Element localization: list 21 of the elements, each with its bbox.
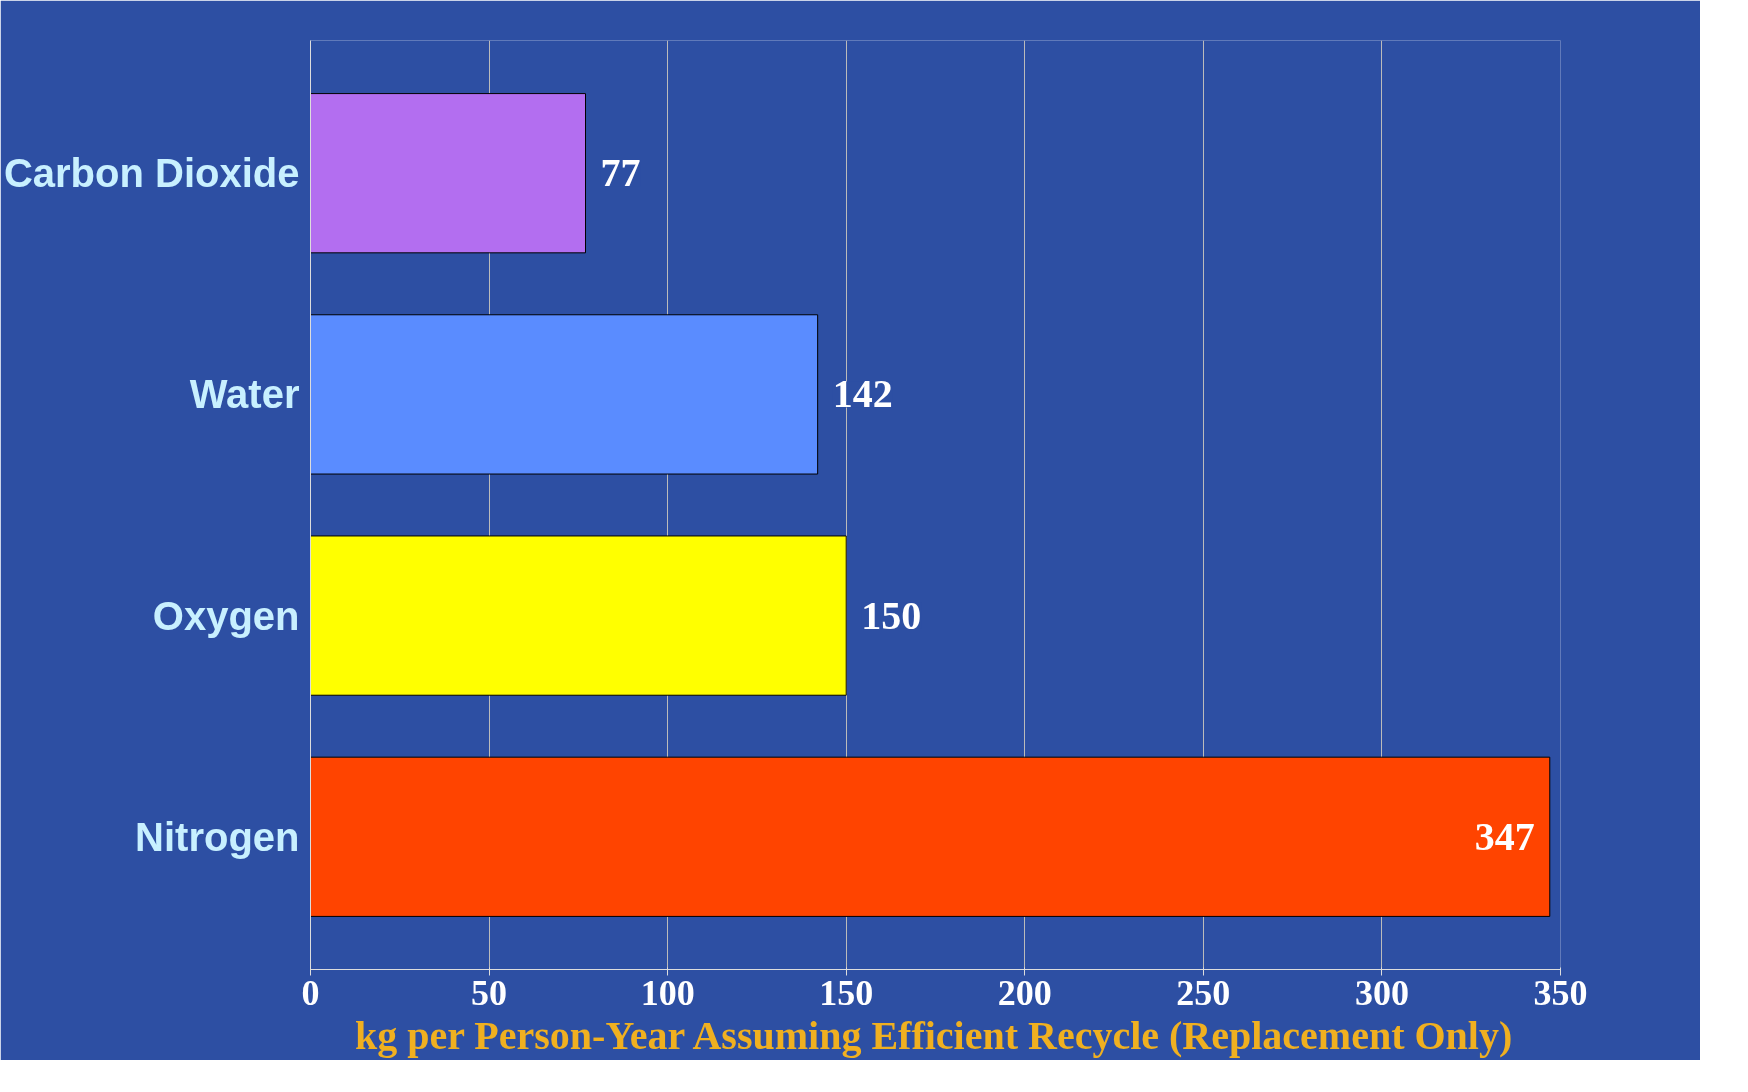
x-axis-title: kg per Person-Year Assuming Efficient Recycle (Replacement Only) <box>355 1012 1513 1058</box>
bar <box>310 756 1551 917</box>
x-tick-label: 0 <box>301 972 320 1013</box>
x-tick-label: 200 <box>997 972 1052 1013</box>
y-tick-label: Oxygen <box>152 593 300 638</box>
x-tick-label: 350 <box>1533 972 1588 1013</box>
x-tick-label: 50 <box>471 972 508 1013</box>
y-tick-label: Nitrogen <box>135 814 300 859</box>
data-label: 150 <box>861 592 922 638</box>
data-label: 142 <box>832 371 893 417</box>
x-tick-label: 100 <box>640 972 695 1013</box>
x-tick-label: 300 <box>1354 972 1409 1013</box>
bar <box>310 535 847 696</box>
x-tick-label: 150 <box>819 972 874 1013</box>
data-label: 347 <box>1474 813 1535 859</box>
data-label: 77 <box>600 150 641 196</box>
y-tick-label: Carbon Dioxide <box>3 151 300 196</box>
y-tick-label: Water <box>189 372 300 417</box>
bar <box>310 314 819 475</box>
bar <box>310 93 586 254</box>
x-tick-label: 250 <box>1176 972 1231 1013</box>
